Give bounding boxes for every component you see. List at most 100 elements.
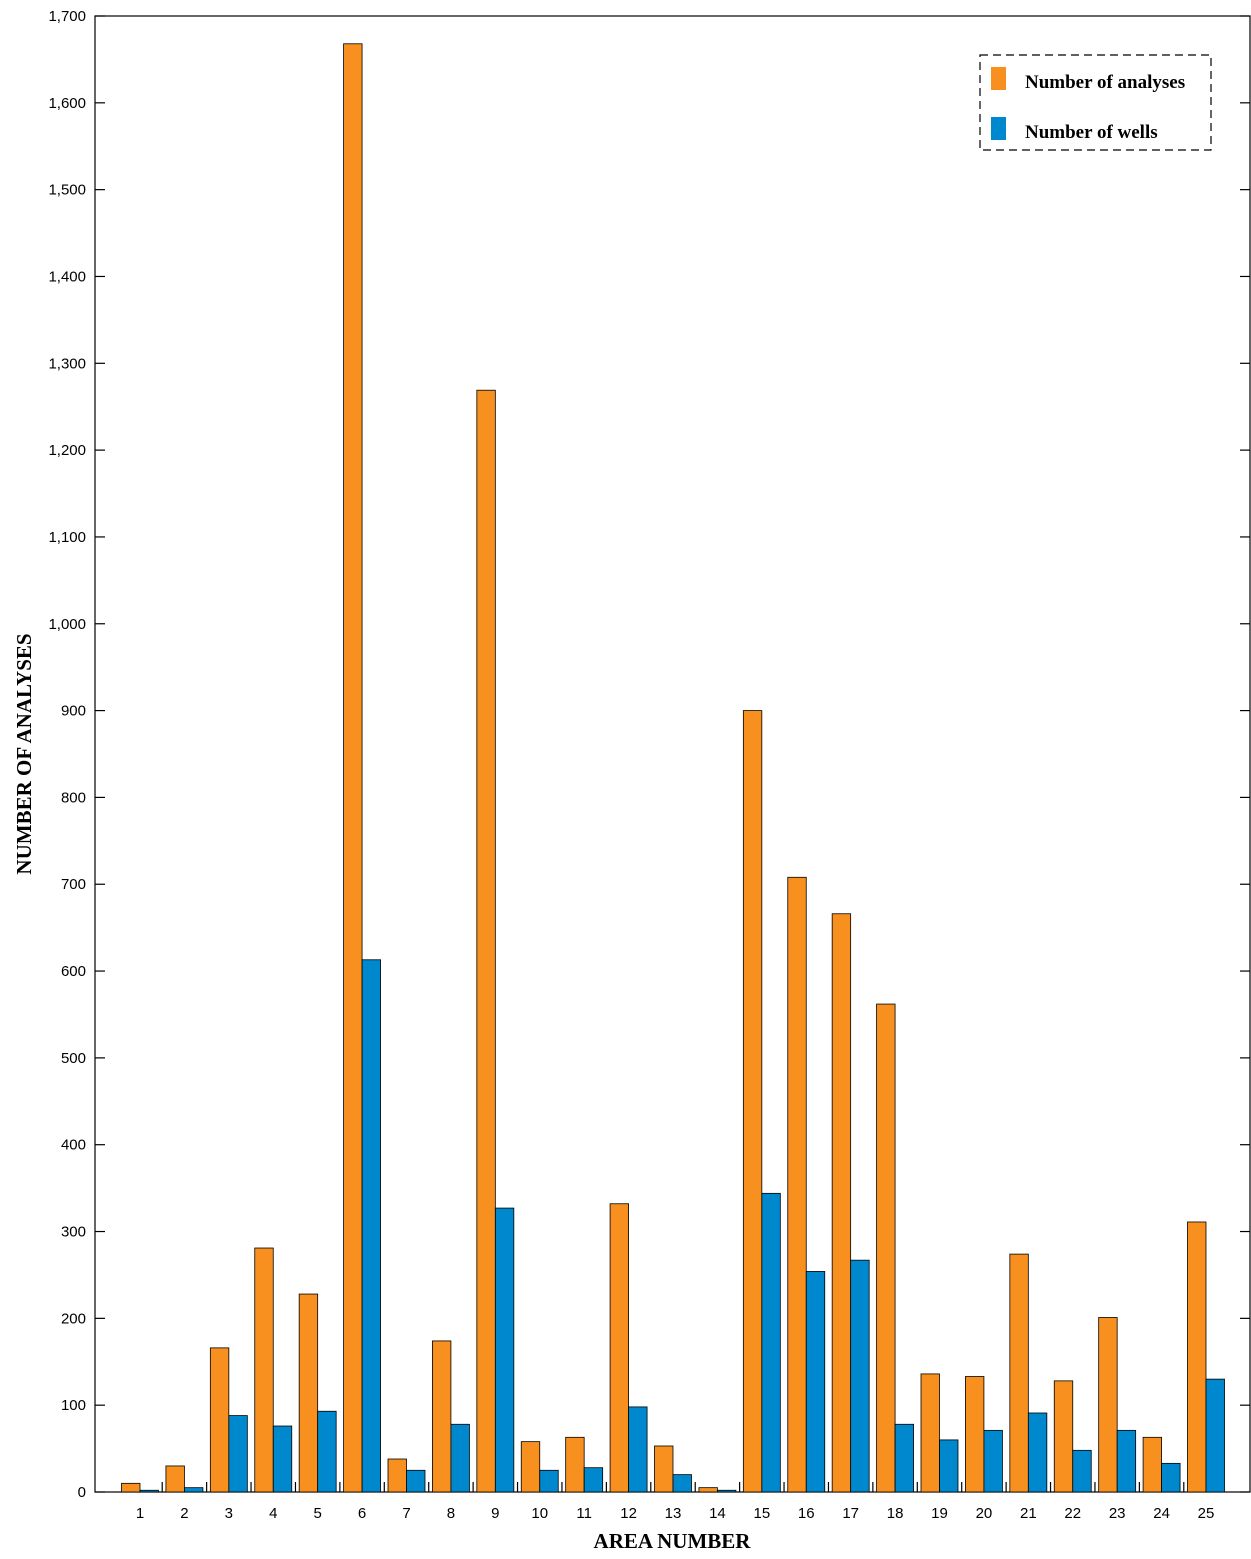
wells-bar (761, 1192, 781, 1493)
wells-bar (628, 1406, 648, 1493)
analyses-bar (343, 43, 363, 1493)
y-tick-label: 500 (61, 1050, 86, 1067)
wells-bar (184, 1487, 204, 1493)
x-tick-label: 14 (709, 1505, 726, 1522)
analyses-bar (565, 1436, 585, 1493)
x-tick-label: 7 (402, 1505, 410, 1522)
y-tick-label: 300 (61, 1224, 86, 1241)
wells-bar (983, 1429, 1003, 1493)
analyses-bar (387, 1458, 407, 1493)
x-tick-label: 5 (313, 1505, 321, 1522)
y-tick-label: 1,300 (48, 355, 86, 372)
analyses-bar (965, 1376, 985, 1493)
y-tick-label: 1,000 (48, 616, 86, 633)
analyses-bar (520, 1441, 541, 1493)
wells-bar (894, 1423, 914, 1493)
x-tick-label: 13 (665, 1505, 682, 1522)
wells-bar (539, 1469, 559, 1493)
wells-bar (672, 1474, 692, 1493)
x-tick-label: 23 (1109, 1505, 1126, 1522)
analyses-bar (787, 876, 807, 1493)
legend-label-analyses: Number of analyses (1025, 72, 1185, 93)
x-tick-label: 22 (1064, 1505, 1081, 1522)
y-axis-title: NUMBER OF ANALYSES (12, 633, 36, 874)
wells-bar (1027, 1412, 1048, 1493)
analyses-bar (476, 389, 496, 1493)
x-tick-label: 11 (576, 1505, 592, 1522)
x-tick-label: 4 (269, 1505, 277, 1522)
y-tick-label: 0 (78, 1484, 86, 1501)
y-tick-label: 200 (61, 1310, 86, 1327)
legend-swatch-analyses (991, 67, 1006, 90)
wells-bar (228, 1415, 248, 1493)
wells-bar (317, 1410, 337, 1493)
analyses-bar (1187, 1221, 1207, 1493)
legend-label-wells: Number of wells (1025, 122, 1158, 143)
wells-bar (583, 1467, 604, 1493)
y-tick-label: 600 (61, 963, 86, 980)
x-axis-ticks: 1 2 3 4 5 6 7 8 9 10 11 12 13 14 15 16 17 18 19 20 21 22 23 24 2… (136, 1482, 1215, 1522)
wells-bar (406, 1469, 426, 1493)
wells-bar (1161, 1462, 1181, 1493)
wells-bar (805, 1271, 826, 1493)
legend-box (979, 54, 1212, 151)
analyses-bar (831, 913, 852, 1493)
wells-bar (450, 1423, 470, 1493)
x-tick-label: 18 (887, 1505, 904, 1522)
analyses-bar (742, 710, 763, 1493)
analyses-bar (920, 1373, 940, 1493)
analyses-bar (254, 1247, 274, 1493)
y-tick-label: 900 (61, 703, 86, 720)
analyses-bar (654, 1445, 674, 1493)
y-tick-label: 1,200 (48, 442, 86, 459)
x-tick-label: 2 (180, 1505, 188, 1522)
x-tick-label: 9 (491, 1505, 499, 1522)
wells-bar (361, 959, 381, 1493)
analyses-bar (298, 1293, 319, 1493)
y-tick-label: 1,600 (48, 95, 86, 112)
x-tick-label: 15 (753, 1505, 770, 1522)
y-tick-label: 700 (61, 876, 86, 893)
analyses-bar (165, 1465, 185, 1493)
x-tick-label: 6 (358, 1505, 366, 1522)
bar-series (121, 43, 1225, 1493)
analyses-bar (432, 1340, 452, 1493)
wells-bar (939, 1439, 959, 1493)
analyses-bar (1009, 1253, 1029, 1493)
x-tick-label: 17 (842, 1505, 859, 1522)
x-tick-label: 24 (1153, 1505, 1170, 1522)
wells-bar (850, 1259, 870, 1493)
x-tick-label: 19 (931, 1505, 948, 1522)
analyses-bar (1053, 1380, 1074, 1493)
x-axis-title: AREA NUMBER (594, 1529, 752, 1553)
legend-swatch-wells (991, 117, 1006, 140)
x-tick-label: 16 (798, 1505, 815, 1522)
y-tick-label: 1,400 (48, 268, 86, 285)
analyses-bar (698, 1487, 718, 1493)
x-tick-label: 1 (136, 1505, 144, 1522)
legend: Number of analyses Number of wells (979, 54, 1212, 151)
analyses-bar (1098, 1317, 1118, 1493)
analyses-bar (209, 1347, 230, 1493)
x-tick-label: 21 (1020, 1505, 1037, 1522)
x-tick-label: 25 (1198, 1505, 1215, 1522)
wells-bar (272, 1425, 293, 1493)
analyses-bar (121, 1482, 141, 1493)
analyses-bar (876, 1003, 896, 1493)
wells-bar (139, 1489, 159, 1493)
y-tick-label: 1,100 (48, 529, 86, 546)
x-tick-label: 20 (976, 1505, 993, 1522)
y-axis-ticks: 0 100 200 300 400 500 600 700 800 900 1,000 1,100 1,… (48, 8, 1250, 1501)
y-tick-label: 100 (61, 1397, 86, 1414)
wells-bar (1205, 1378, 1225, 1493)
y-tick-label: 800 (61, 789, 86, 806)
x-tick-label: 8 (447, 1505, 455, 1522)
wells-bar (1072, 1449, 1092, 1493)
x-tick-label: 10 (531, 1505, 548, 1522)
analyses-bar (1142, 1436, 1162, 1493)
y-tick-label: 1,500 (48, 182, 86, 199)
x-tick-label: 3 (225, 1505, 233, 1522)
analyses-bar (609, 1203, 629, 1493)
x-tick-label: 12 (620, 1505, 637, 1522)
